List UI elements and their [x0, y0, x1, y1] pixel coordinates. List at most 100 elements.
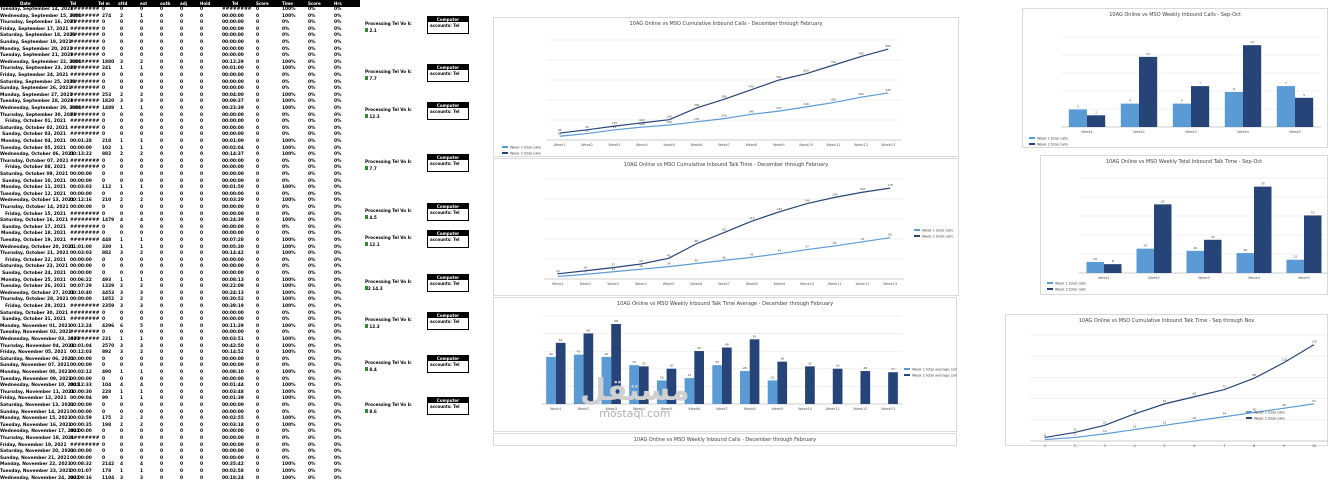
table-cell: 0 [200, 92, 204, 98]
table-cell: 4296 [102, 323, 115, 329]
table-cell: 0 [102, 442, 106, 448]
table-cell: 00:01:44 [222, 383, 244, 389]
table-cell: 0% [308, 53, 316, 59]
table-cell: 1 [120, 389, 124, 395]
table-cell: 0% [282, 455, 290, 461]
table-cell: 0 [256, 20, 260, 26]
table-cell: 0 [160, 198, 164, 204]
chart-cumulative-talk-sep-nov[interactable]: 10AG Online vs MSO Cumulative Inbound Ta… [1005, 314, 1328, 447]
table-cell: ######## [70, 211, 100, 217]
header-cell: Score [308, 1, 321, 6]
table-cell: 0 [256, 13, 260, 19]
table-cell: 00:08:10 [222, 370, 244, 375]
table-cell: 0 [160, 436, 164, 441]
spreadsheet-area: Date Tel Tel m attd ext outb adj Hold Tel Score Ti… [0, 0, 470, 481]
table-cell: 0 [180, 350, 184, 356]
table-cell: 0 [120, 257, 124, 263]
table-cell: 0 [256, 449, 260, 455]
table-cell: 1 [140, 13, 144, 19]
table-cell: 0 [102, 231, 106, 237]
table-cell: 0% [308, 376, 316, 382]
table-cell: 00:10:40 [70, 290, 92, 296]
date-cell: Wednesday, October 06, 2021 [0, 152, 75, 158]
table-cell: 0% [308, 257, 316, 263]
box-text: accounts: Tel [430, 210, 460, 215]
table-cell: 0 [102, 119, 106, 125]
tick-label: Week1 [1098, 276, 1110, 280]
date-cell: Thursday, October 14, 2021 [0, 205, 69, 210]
table-row: Friday, October 08, 2021 ######## 0 0 0 0 0 0 00… [0, 165, 360, 172]
table-cell: 0 [160, 40, 164, 45]
date-cell: Monday, November 01, 2021 [0, 323, 71, 329]
table-cell: 100% [282, 198, 296, 204]
summary-value: 2 4.5 [365, 215, 377, 220]
table-cell: 0% [308, 403, 316, 408]
date-cell: Sunday, November 07, 2021 [0, 363, 70, 369]
table-cell: 0% [308, 20, 316, 26]
table-cell: 00:01:39 [222, 396, 244, 402]
table-row: Monday, September 27, 2021 ######## 253 2 2 0… [0, 93, 360, 100]
table-cell: 0 [160, 152, 164, 158]
table-cell: 0 [256, 99, 260, 105]
table-row: Thursday, November 18, 2021 ######## 0 0 0 0 0… [0, 436, 360, 443]
table-cell: 1 [120, 469, 124, 474]
chart-weekly-calls-dec-feb[interactable]: 10AG Online vs MSO Weekly Inbound Calls … [493, 433, 957, 446]
table-cell: 01:01:00 [70, 244, 92, 250]
table-cell: 0 [120, 132, 124, 138]
table-cell: 0 [200, 119, 204, 125]
table-cell: 00:00:00 [222, 257, 244, 263]
tick-label: Week2 [1133, 130, 1145, 134]
table-cell: 0 [256, 409, 260, 415]
table-cell: 0 [180, 257, 184, 263]
series-line [559, 92, 889, 137]
table-cell: 0 [120, 125, 124, 131]
chart-cumulative-talk-dec-feb[interactable]: 10AG Online vs MSO Cumulative Inbound Ta… [493, 158, 959, 296]
table-cell: 0 [120, 231, 124, 237]
data-label: 30 [670, 364, 674, 368]
bar [666, 368, 677, 404]
summary-label: Processing Tel Vo Ic [365, 279, 412, 284]
chart-cumulative-calls-dec-feb[interactable]: 10AG Online vs MSO Cumulative Inbound Ca… [493, 17, 959, 157]
table-cell: ######## [70, 59, 100, 65]
table-cell: 0 [160, 132, 164, 138]
table-row: Saturday, October 30, 2021 ######## 0 0 0 0 0 0… [0, 311, 360, 318]
table-cell: 0 [256, 125, 260, 131]
table-cell: 0 [120, 165, 124, 171]
table-cell: 0 [256, 119, 260, 125]
table-cell: 00:07:29 [70, 284, 92, 290]
table-cell: 0% [308, 290, 316, 296]
tick-label: Week3 [609, 143, 621, 147]
table-cell: 0 [160, 271, 164, 276]
data-label: 300 [694, 103, 700, 107]
table-cell: 0 [120, 158, 124, 164]
box-text: accounts: Tel [430, 404, 460, 409]
table-cell: 0% [308, 178, 316, 184]
table-row: Thursday, November 11, 2021 00:00:30 228 1 1… [0, 390, 360, 397]
table-cell: 00:03:48 [222, 389, 244, 395]
table-cell: 0 [140, 7, 144, 12]
table-cell: 0% [308, 251, 316, 257]
chart-weekly-total-talk-sep-oct[interactable]: 10AG Online vs MSO Weekly Total Inbound … [1040, 155, 1328, 295]
data-label: 32 [642, 361, 646, 365]
table-cell: 0 [200, 304, 204, 309]
bar [712, 365, 722, 404]
date-cell: Friday, November 12, 2021 [0, 396, 67, 402]
table-cell: 0% [282, 158, 290, 164]
data-label: 146 [804, 199, 810, 203]
table-cell: 1 [120, 106, 124, 111]
table-cell: 3 [120, 251, 124, 257]
table-cell: 0 [200, 33, 204, 39]
table-cell: ######## [70, 73, 100, 78]
summary-value: 12 14.3 [365, 286, 383, 291]
table-cell: 0 [102, 429, 106, 435]
table-cell: 0 [256, 33, 260, 39]
table-cell: 0% [334, 383, 342, 389]
date-cell: Saturday, October 16, 2021 [0, 218, 68, 224]
data-label: 68 [614, 319, 618, 323]
chart-weekly-calls-sep-oct[interactable]: 10AG Online vs MSO Weekly Inbound Calls … [1022, 8, 1328, 148]
chart-weekly-talk-average-dec-feb[interactable]: 10AG Online vs MSO Weekly Inbound Talk T… [493, 297, 958, 432]
table-cell: 0 [102, 46, 106, 52]
table-cell: 0 [120, 442, 124, 448]
table-cell: 0% [308, 271, 316, 276]
chart-svg: 1 2 3 4 5 6 7 8 9 1025101622283440465251222385262… [1030, 334, 1328, 447]
